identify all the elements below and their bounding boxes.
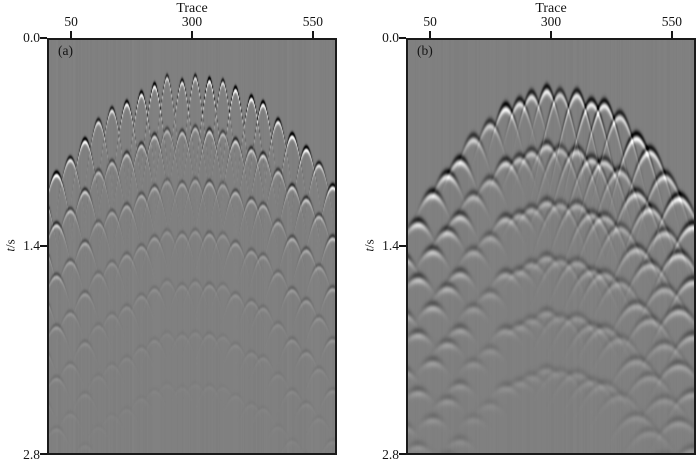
y-tick-mark xyxy=(399,245,406,247)
panel-label-a: (a) xyxy=(58,43,73,58)
seismic-plot-b: (b) xyxy=(406,38,696,455)
x-tick-label: 300 xyxy=(540,14,562,29)
y-axis-title-b: t/s xyxy=(362,225,379,267)
y-tick-label: 0.0 xyxy=(23,30,40,45)
panel-b: Trace 50 300 550 0.0 1.4 2.8 t/s (b) xyxy=(362,0,696,468)
x-axis-title-a: Trace xyxy=(176,1,208,16)
x-tick-mark xyxy=(670,31,673,38)
y-tick-label: 2.8 xyxy=(23,447,40,462)
x-tick-mark xyxy=(429,31,432,38)
y-axis-variable: t xyxy=(2,248,18,252)
y-axis-unit: /s xyxy=(2,239,18,249)
y-tick-label: 0.0 xyxy=(382,30,399,45)
x-tick-label: 50 xyxy=(64,14,78,29)
x-tick-labels-a: 50 300 550 xyxy=(47,0,337,30)
y-tick-mark xyxy=(399,453,406,455)
x-tick-label: 550 xyxy=(302,14,323,29)
y-axis-unit: /s xyxy=(361,239,377,249)
seismic-image-b xyxy=(408,40,694,453)
seismic-image-a xyxy=(49,40,335,453)
y-tick-mark xyxy=(40,245,47,247)
y-axis-variable: t xyxy=(361,248,377,252)
y-tick-mark xyxy=(40,37,47,39)
y-tick-label: 1.4 xyxy=(23,238,40,253)
y-tick-mark xyxy=(399,37,406,39)
panel-a: Trace 50 300 550 0.0 1.4 2.8 t/s (a) xyxy=(3,0,337,468)
y-axis-title-a: t/s xyxy=(3,225,20,267)
y-tick-mark xyxy=(40,453,47,455)
x-tick-label: 550 xyxy=(661,14,682,29)
seismic-plot-a: (a) xyxy=(47,38,337,455)
x-axis-title-b: Trace xyxy=(535,1,567,16)
x-tick-mark xyxy=(70,31,73,38)
panel-label-b: (b) xyxy=(417,43,433,58)
x-tick-label: 300 xyxy=(181,14,203,29)
x-tick-mark xyxy=(311,31,314,38)
x-tick-label: 50 xyxy=(423,14,437,29)
y-tick-label: 2.8 xyxy=(382,447,399,462)
y-tick-label: 1.4 xyxy=(382,238,399,253)
x-tick-labels-b: 50 300 550 xyxy=(406,0,696,30)
x-tick-mark xyxy=(191,31,193,38)
x-tick-mark xyxy=(550,31,552,38)
